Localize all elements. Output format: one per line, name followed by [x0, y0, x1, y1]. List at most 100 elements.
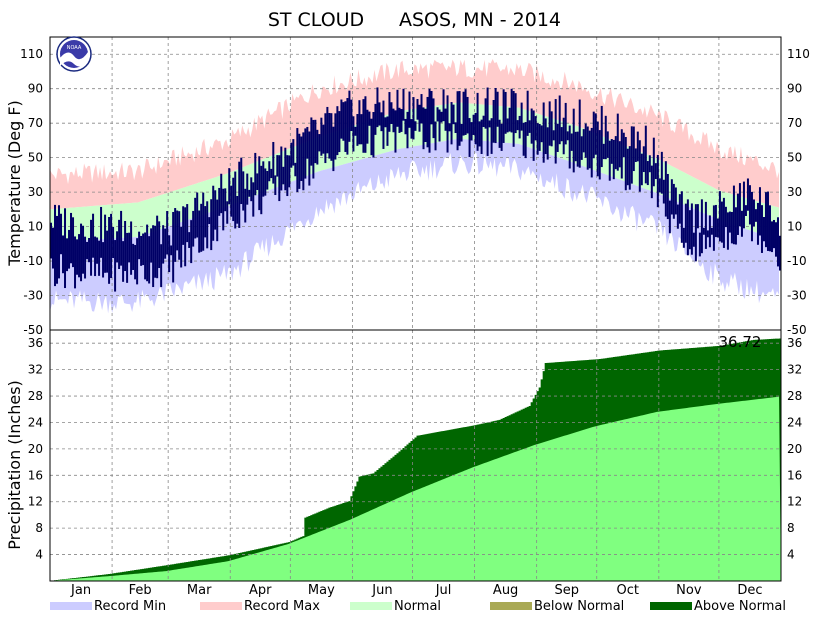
observed-temp-bar — [280, 146, 283, 191]
month-tick-label: Aug — [493, 583, 518, 598]
observed-temp-bar — [600, 105, 603, 168]
observed-temp-bar — [90, 219, 93, 276]
observed-temp-bar — [148, 236, 151, 284]
observed-temp-bar — [652, 137, 655, 187]
legend-swatch — [350, 602, 392, 610]
legend-label: Normal — [394, 599, 441, 614]
temp-tick-label-left: 110 — [20, 47, 43, 61]
observed-temp-bar — [762, 217, 765, 242]
observed-temp-bar — [760, 205, 763, 253]
observed-temp-bar — [66, 238, 69, 272]
observed-temp-bar — [328, 112, 331, 159]
legend-swatch — [490, 602, 532, 610]
observed-temp-bar — [724, 206, 727, 228]
observed-temp-bar — [684, 203, 687, 243]
observed-temp-bar — [520, 102, 523, 131]
observed-temp-bar — [302, 132, 305, 191]
observed-temp-bar — [474, 112, 477, 145]
observed-temp-bar — [710, 227, 713, 235]
observed-temp-bar — [274, 175, 277, 196]
observed-temp-bar — [224, 188, 227, 212]
observed-temp-bar — [680, 191, 683, 243]
observed-temp-bar — [162, 225, 165, 264]
observed-temp-bar — [276, 155, 279, 177]
observed-temp-bar — [100, 206, 103, 258]
temp-tick-label-right: -30 — [787, 289, 807, 303]
observed-temp-bar — [756, 202, 759, 245]
observed-temp-bar — [88, 238, 91, 263]
observed-temp-bar — [124, 220, 127, 272]
observed-temp-bar — [460, 123, 463, 142]
precip-total-label: 36.72 — [719, 333, 762, 351]
observed-temp-bar — [454, 122, 457, 134]
temp-tick-label-left: -10 — [23, 254, 43, 268]
temp-tick-label-right: 70 — [787, 116, 802, 130]
normal-precip-area — [50, 396, 781, 581]
observed-temp-bar — [144, 232, 147, 280]
observed-temp-bar — [700, 199, 703, 254]
observed-temp-bar — [210, 199, 213, 251]
observed-temp-bar — [728, 211, 731, 233]
observed-temp-bar — [96, 237, 99, 264]
observed-temp-bar — [376, 87, 379, 128]
observed-temp-bar — [538, 123, 541, 151]
observed-temp-bar — [440, 111, 443, 123]
observed-temp-bar — [712, 205, 715, 251]
observed-temp-bar — [254, 152, 257, 196]
observed-temp-bar — [416, 99, 419, 120]
observed-temp-bar — [614, 136, 617, 170]
observed-temp-bar — [730, 211, 733, 244]
observed-temp-bar — [732, 185, 735, 245]
observed-temp-bar — [650, 165, 653, 199]
observed-temp-bar — [352, 116, 355, 152]
observed-temp-bar — [552, 130, 555, 141]
observed-temp-bar — [514, 93, 517, 134]
observed-temp-bar — [354, 126, 357, 136]
observed-temp-bar — [738, 183, 741, 227]
observed-temp-bar — [772, 219, 775, 249]
observed-temp-bar — [516, 120, 519, 131]
legend: Record Min Record Max Normal Below Normal Ab… — [50, 599, 786, 614]
observed-temp-bar — [398, 107, 401, 133]
observed-temp-bar — [58, 205, 61, 279]
observed-temp-bar — [108, 217, 111, 284]
observed-temp-bar — [386, 116, 389, 146]
precip-tick-label-left: 24 — [28, 415, 43, 429]
observed-temp-bar — [476, 92, 479, 151]
observed-temp-bar — [218, 187, 221, 216]
observed-temp-bar — [580, 136, 583, 160]
observed-temp-bar — [480, 119, 483, 154]
chart-title-station: ST CLOUD — [268, 9, 364, 31]
observed-temp-bar — [174, 208, 177, 262]
observed-temp-bar — [620, 129, 623, 179]
observed-temp-bar — [424, 108, 427, 143]
observed-temp-bar — [296, 128, 299, 193]
observed-temp-bar — [252, 182, 255, 217]
observed-temp-bar — [766, 191, 769, 251]
observed-temp-bar — [382, 100, 385, 149]
temp-tick-label-right: 50 — [787, 151, 802, 165]
observed-temp-bar — [304, 128, 307, 179]
observed-temp-bar — [288, 155, 291, 188]
observed-temp-bar — [212, 185, 215, 241]
observed-temp-bar — [388, 92, 391, 132]
observed-temp-bar — [260, 165, 263, 215]
observed-temp-bar — [322, 124, 325, 154]
observed-temp-bar — [458, 91, 461, 146]
observed-temp-bar — [586, 126, 589, 170]
observed-temp-bar — [150, 228, 153, 263]
observed-temp-bar — [496, 91, 499, 127]
noaa-logo: NOAA — [56, 36, 92, 72]
observed-temp-bar — [370, 118, 373, 156]
observed-temp-bar — [726, 212, 729, 250]
observed-temp-bar — [134, 244, 137, 280]
precip-tick-label-left: 16 — [28, 468, 43, 482]
observed-temp-bar — [466, 96, 469, 134]
observed-temp-bar — [636, 131, 639, 162]
month-tick-label: Jun — [371, 583, 392, 598]
observed-temp-bar — [594, 113, 597, 155]
observed-temp-bar — [362, 99, 365, 153]
observed-temp-bar — [702, 227, 705, 235]
temp-tick-label-right: 10 — [787, 220, 802, 234]
observed-temp-bar — [648, 155, 651, 173]
